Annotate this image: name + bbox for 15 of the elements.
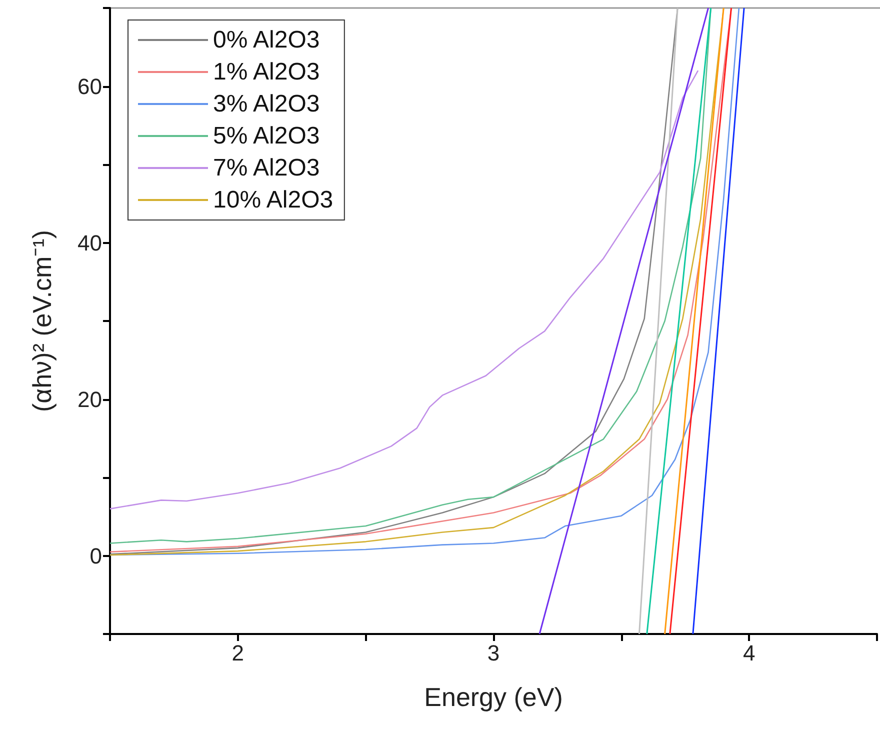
x-tick-label: 3 xyxy=(487,640,500,666)
y-tick-label: 0 xyxy=(90,543,102,568)
y-tick-label: 20 xyxy=(78,386,102,412)
legend-label: 0% Al2O3 xyxy=(213,26,320,54)
legend-label: 10% Al2O3 xyxy=(213,186,334,214)
x-tick-label: 2 xyxy=(232,640,244,666)
legend-label: 7% Al2O3 xyxy=(213,154,320,182)
x-tick-label: 4 xyxy=(743,640,756,666)
legend-label: 1% Al2O3 xyxy=(213,58,320,86)
x-axis-title: Energy (eV) xyxy=(424,682,563,712)
y-tick-label: 60 xyxy=(78,74,102,99)
y-tick-label: 40 xyxy=(78,230,102,256)
legend-label: 3% Al2O3 xyxy=(213,90,320,118)
legend-label: 5% Al2O3 xyxy=(213,122,320,150)
y-axis-title: (αhν)² (eV.cm⁻¹) xyxy=(27,230,57,412)
